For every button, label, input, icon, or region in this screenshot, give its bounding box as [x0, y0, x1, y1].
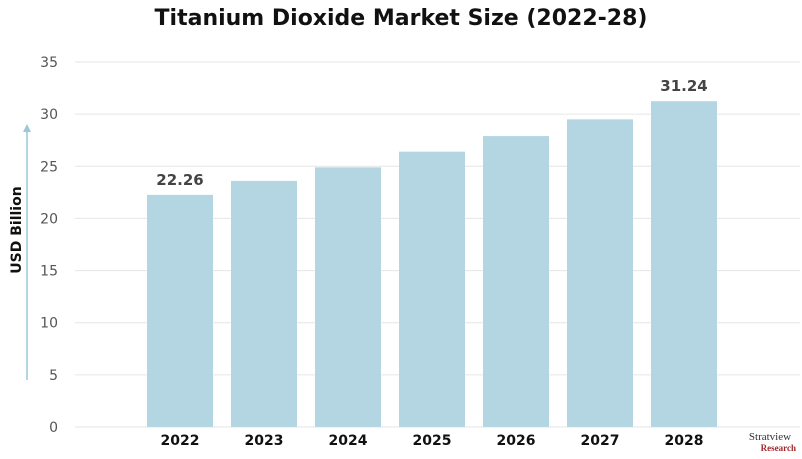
logo-sub: Research	[760, 443, 796, 453]
y-tick-label: 25	[40, 159, 58, 175]
x-tick-label: 2023	[245, 433, 284, 449]
y-tick-label: 0	[49, 420, 58, 436]
data-label: 31.24	[660, 77, 707, 95]
x-tick-label: 2025	[413, 433, 452, 449]
y-tick-label: 10	[40, 316, 58, 332]
chart-title: Titanium Dioxide Market Size (2022-28)	[154, 6, 648, 31]
x-tick-label: 2026	[497, 433, 536, 449]
y-tick-label: 35	[40, 55, 58, 71]
x-tick-label: 2027	[581, 433, 620, 449]
bar-2025	[399, 151, 465, 427]
data-label: 22.26	[156, 171, 203, 189]
arrow-up-icon	[23, 124, 31, 132]
stratview-logo: Stratview Research	[738, 428, 802, 453]
logo-name: Stratview	[748, 431, 792, 443]
bar-2026	[483, 136, 549, 428]
y-tick-label: 30	[40, 107, 58, 123]
x-tick-label: 2024	[329, 433, 368, 449]
bar-2023	[231, 180, 297, 427]
y-tick-label: 15	[40, 264, 58, 280]
x-tick-label: 2022	[161, 433, 200, 449]
y-tick-label: 5	[49, 368, 58, 384]
y-tick-label: 20	[40, 211, 58, 227]
bar-2028	[651, 101, 717, 427]
bar-2027	[567, 119, 633, 427]
bar-2024	[315, 167, 381, 428]
bar-2022	[147, 194, 213, 427]
x-tick-label: 2028	[665, 433, 704, 449]
